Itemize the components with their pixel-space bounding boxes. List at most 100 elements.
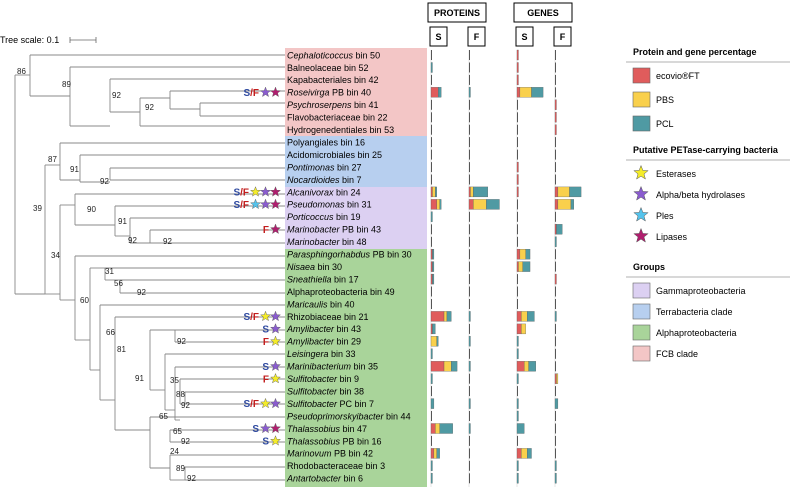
svg-text:60: 60 xyxy=(80,296,89,305)
bar-segment xyxy=(557,186,570,198)
bar-segment xyxy=(554,186,559,198)
tree-scale-bar xyxy=(69,37,97,43)
bar-baseline-tick xyxy=(555,386,556,397)
bar-segment xyxy=(554,99,557,110)
bar-baseline-tick xyxy=(555,411,556,421)
legend-protein-gene: Protein and gene percentage ecovio®FT PBS… xyxy=(626,47,790,132)
alpha-beta-hydrolase-star-icon xyxy=(270,323,281,334)
group-block-alphaproteobacteria xyxy=(285,249,427,487)
sample-tag: F xyxy=(263,337,269,348)
taxon-label: Marinovum PB bin 42 xyxy=(287,449,373,459)
bar-baseline-tick xyxy=(431,74,432,85)
taxon-row: Alcanivorax bin 24 S/F xyxy=(233,186,582,199)
ples-star-icon xyxy=(250,198,261,210)
bar-baseline-tick xyxy=(469,149,470,160)
legend-swatch-group xyxy=(632,303,651,320)
bar-segment xyxy=(516,373,519,384)
taxon-label: Leisingera bin 33 xyxy=(287,349,356,359)
svg-text:92: 92 xyxy=(112,91,121,100)
svg-text:87: 87 xyxy=(48,155,57,164)
svg-text:88: 88 xyxy=(176,390,185,399)
bar-baseline-tick xyxy=(469,448,470,459)
bar-baseline-tick xyxy=(469,236,470,247)
bar-segment xyxy=(430,398,435,409)
bar-segment xyxy=(554,236,557,247)
alpha-beta-hydrolase-star-icon xyxy=(260,422,271,434)
bar-segment xyxy=(436,448,440,459)
bar-baseline-tick xyxy=(469,112,470,123)
taxon-label: Hydrogenedentiales bin 53 xyxy=(287,125,394,135)
legend-label: PBS xyxy=(656,95,674,105)
bar-baseline-tick xyxy=(469,386,470,397)
taxon-row: Thalassobius bin 47 S xyxy=(252,422,556,435)
bar-segment xyxy=(525,249,531,260)
svg-text:92: 92 xyxy=(177,337,186,346)
bar-baseline-tick xyxy=(517,137,518,148)
bar-segment xyxy=(516,261,519,272)
bar-segment xyxy=(433,448,437,459)
bar-baseline-tick xyxy=(431,236,432,247)
bar-segment xyxy=(516,473,519,484)
legend-groups-title: Groups xyxy=(633,262,665,272)
legend-swatch-protein-gene xyxy=(632,115,651,132)
bar-segment xyxy=(430,311,445,322)
bar-segment xyxy=(430,62,433,73)
bar-segment xyxy=(430,423,436,434)
taxon-label: Porticoccus bin 19 xyxy=(287,212,361,222)
taxon-label: Nocardioides bin 7 xyxy=(287,175,362,185)
bar-segment xyxy=(554,460,557,471)
taxon-row: Pseudoprimorskyibacter bin 44 xyxy=(287,410,556,421)
bar-baseline-tick xyxy=(431,174,432,185)
taxon-row: Alphaproteobacteria bin 49 xyxy=(287,286,556,297)
legend-swatch-group xyxy=(632,345,651,362)
taxon-label: Maricaulis bin 40 xyxy=(287,299,355,309)
bar-segment xyxy=(516,311,522,322)
taxon-row: Sulfitobacter PC bin 7 S/F xyxy=(243,397,559,410)
bar-segment xyxy=(524,361,529,372)
bar-segment xyxy=(531,87,544,98)
bar-segment xyxy=(430,87,439,98)
legend-swatch-protein-gene xyxy=(632,67,651,84)
taxon-label: Marinobacter PB bin 43 xyxy=(287,225,381,235)
bar-baseline-tick xyxy=(555,87,556,98)
svg-text:S: S xyxy=(435,32,441,42)
lipase-star-icon xyxy=(270,186,281,197)
svg-text:66: 66 xyxy=(106,328,115,337)
svg-text:39: 39 xyxy=(33,204,42,213)
sample-tag: S xyxy=(262,325,269,336)
bar-baseline-tick xyxy=(555,62,556,73)
bar-segment xyxy=(518,261,523,272)
taxon-label: Balneolaceae bin 52 xyxy=(287,63,369,73)
bar-segment xyxy=(556,224,563,235)
sample-tag: S/F xyxy=(233,200,249,211)
tree-branches xyxy=(14,54,285,481)
bar-baseline-tick xyxy=(431,411,432,421)
taxon-label: Pseudoprimorskyibacter bin 44 xyxy=(287,411,411,421)
bar-segment xyxy=(516,460,519,471)
taxon-label: Cephaloticoccus bin 50 xyxy=(287,50,380,60)
taxon-row: Roseivirga PB bin 40 S/F xyxy=(243,86,556,99)
esterase-star-icon xyxy=(250,186,261,197)
taxon-label: Amylibacter bin 43 xyxy=(286,324,361,334)
bar-baseline-tick xyxy=(555,50,556,60)
legend-groups: Groups Gammaproteobacteria Terrabacteria … xyxy=(626,262,790,362)
svg-text:89: 89 xyxy=(62,80,71,89)
bar-segment xyxy=(519,87,532,98)
bar-segment xyxy=(557,199,572,210)
group-block-gammaproteobacteria xyxy=(285,187,427,249)
taxon-row: Thalassobius PB bin 16 S xyxy=(262,435,556,448)
svg-text:65: 65 xyxy=(159,412,168,421)
taxon-row: Maricaulis bin 40 xyxy=(287,299,556,309)
taxon-label: Antartobacter bin 6 xyxy=(286,474,363,484)
legend-label: Ples xyxy=(656,211,674,221)
bar-baseline-tick xyxy=(555,423,556,434)
lipase-star-icon xyxy=(270,198,281,210)
taxa-rows: Cephaloticoccus bin 50 Balneolaceae bin 5… xyxy=(233,49,582,484)
taxon-row: Porticoccus bin 19 xyxy=(287,211,556,222)
bar-segment xyxy=(516,323,522,335)
taxon-row: Marinovum PB bin 42 xyxy=(287,448,556,459)
alpha-beta-hydrolase-star-icon xyxy=(270,310,281,322)
bar-baseline-tick xyxy=(517,299,518,309)
bar-segment xyxy=(521,311,528,322)
